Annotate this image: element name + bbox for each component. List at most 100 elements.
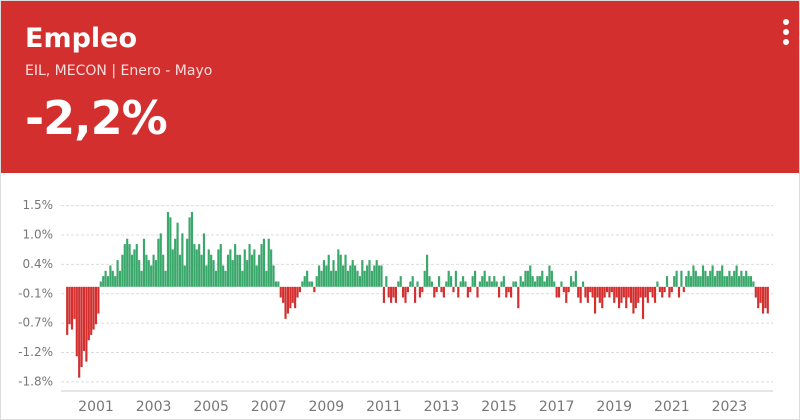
bar	[272, 265, 275, 287]
bar	[411, 276, 414, 287]
bar	[97, 286, 100, 314]
bar	[385, 276, 388, 287]
header: Empleo EIL, MECON | Enero - Mayo -2,2%	[1, 1, 799, 173]
bar	[565, 286, 568, 303]
bar	[315, 276, 318, 287]
bar	[442, 286, 445, 298]
bar	[118, 270, 122, 287]
bar	[166, 212, 170, 287]
bar	[219, 244, 222, 287]
bar	[123, 244, 126, 287]
bar	[632, 286, 635, 314]
bar	[512, 281, 515, 287]
bar	[545, 276, 549, 287]
bar	[557, 286, 561, 298]
bar	[226, 254, 230, 287]
bar	[224, 270, 227, 287]
bar	[238, 254, 242, 287]
bar	[754, 286, 757, 298]
bar	[78, 286, 81, 378]
bar	[294, 286, 297, 309]
bar	[73, 286, 76, 319]
bar	[730, 276, 733, 287]
bar	[733, 270, 736, 287]
bar	[397, 281, 400, 287]
bar	[392, 286, 395, 298]
bar	[572, 281, 575, 287]
bar	[423, 270, 426, 287]
bar	[186, 238, 189, 287]
bar	[361, 260, 364, 287]
menu-button[interactable]	[781, 17, 791, 47]
bar	[164, 270, 167, 287]
bar	[90, 286, 93, 335]
bar	[349, 265, 352, 287]
bar	[181, 233, 184, 287]
bar	[327, 254, 330, 287]
bar	[308, 281, 311, 287]
bar	[334, 270, 338, 287]
bar	[728, 270, 731, 287]
bar	[310, 281, 314, 287]
bar	[483, 270, 486, 287]
bar	[651, 286, 654, 298]
bar	[200, 254, 203, 287]
bar	[236, 254, 239, 287]
bar	[658, 286, 661, 293]
bar	[150, 265, 153, 287]
bar	[502, 276, 505, 287]
bar	[291, 286, 294, 303]
bar	[217, 249, 220, 287]
bar	[363, 270, 366, 287]
bar	[718, 270, 721, 287]
bar	[421, 286, 424, 293]
bar	[270, 249, 273, 287]
bar	[438, 276, 441, 287]
bar	[188, 217, 191, 287]
bar	[656, 281, 659, 287]
bar	[764, 286, 767, 309]
bar	[469, 286, 472, 293]
bar	[591, 286, 594, 298]
bar	[526, 270, 529, 287]
bar	[723, 276, 726, 287]
bar	[229, 249, 232, 287]
bar	[296, 286, 299, 298]
bar	[265, 270, 268, 287]
bar	[692, 265, 695, 287]
bar	[94, 286, 98, 325]
bar	[195, 249, 198, 287]
bar	[70, 286, 74, 330]
bar	[241, 270, 244, 287]
bar	[584, 286, 587, 298]
bar	[740, 270, 743, 287]
bar	[519, 276, 522, 287]
x-tick-label: 2001	[78, 399, 114, 415]
bar	[495, 281, 498, 287]
bar	[234, 244, 237, 287]
bar	[490, 281, 493, 287]
bar	[207, 249, 210, 287]
bar	[246, 260, 249, 287]
bar	[536, 276, 539, 287]
bar	[675, 270, 678, 287]
bar	[190, 212, 194, 287]
bar	[157, 238, 160, 287]
bar	[531, 276, 534, 287]
y-tick-label: 1.5%	[23, 198, 54, 212]
bar	[737, 276, 741, 287]
bar	[615, 286, 618, 298]
bar	[109, 265, 112, 287]
bar	[301, 281, 304, 287]
bar	[138, 260, 141, 287]
bar	[457, 286, 460, 298]
x-tick-label: 2015	[481, 399, 517, 415]
bar	[747, 276, 750, 287]
bar	[262, 238, 266, 287]
bar	[533, 281, 537, 287]
bar	[596, 286, 599, 298]
bar	[471, 276, 474, 287]
bar	[253, 249, 256, 287]
x-tick-label: 2013	[424, 399, 460, 415]
bar	[418, 286, 421, 298]
